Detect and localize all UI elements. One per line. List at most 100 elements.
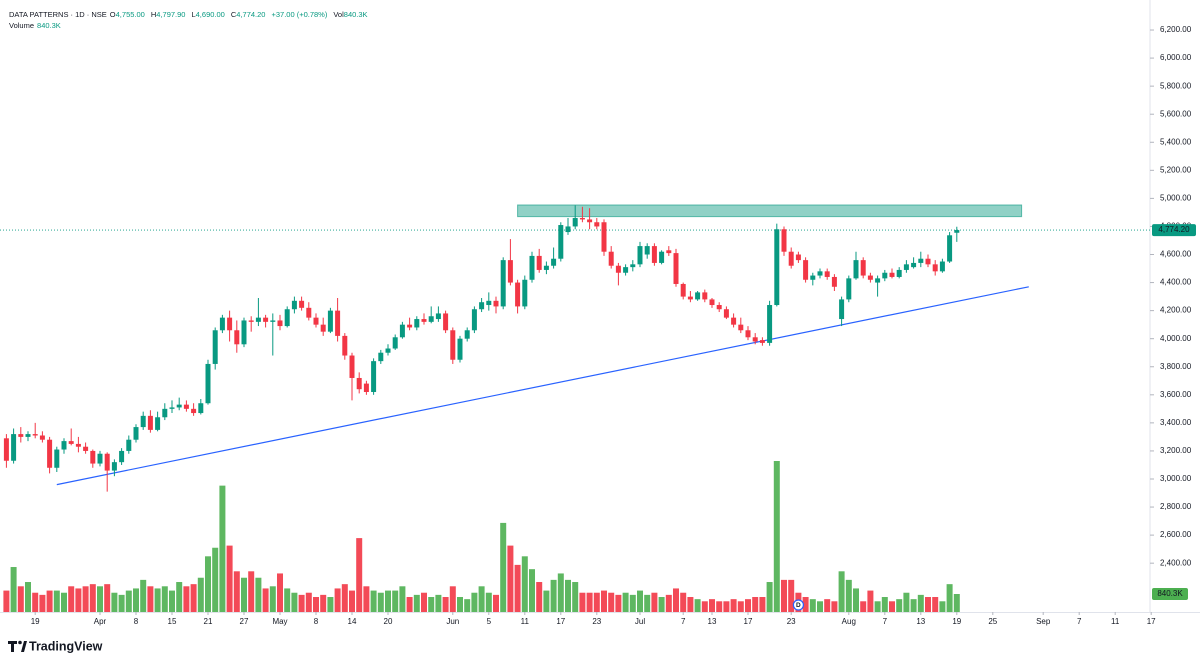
header-item: H4,797.90	[151, 10, 189, 19]
volume-bar	[154, 588, 161, 612]
brand: TradingView	[29, 639, 103, 653]
candle-body	[882, 272, 888, 279]
volume-bar	[176, 582, 183, 612]
header-key: Vol	[333, 10, 344, 19]
y-tick-label: 3,800.00	[1160, 362, 1192, 371]
volume-bar	[629, 594, 636, 612]
candle-body	[399, 324, 405, 338]
volume-bar	[881, 597, 888, 612]
candle-body	[349, 355, 355, 378]
header-key: O	[109, 10, 116, 19]
volume-bars	[3, 461, 960, 612]
volume-bar	[709, 599, 715, 612]
volume-bar	[817, 601, 823, 612]
volume-bar	[442, 597, 449, 612]
candle-body	[90, 450, 96, 464]
candle-body	[493, 300, 499, 307]
header-value: 4,774.20	[236, 10, 266, 19]
volume-bar	[802, 597, 809, 612]
volume-bar	[507, 545, 514, 612]
volume-bar	[82, 586, 89, 612]
candle-body	[227, 317, 233, 331]
candle-body	[392, 337, 398, 349]
candle-body	[270, 320, 276, 322]
candle-body	[263, 317, 269, 322]
volume-bar	[853, 588, 859, 612]
volume-bar	[89, 584, 96, 612]
volume-bar	[601, 590, 607, 612]
volume-bar	[860, 601, 867, 612]
x-tick-label: 20	[384, 617, 393, 626]
y-tick-label: 5,600.00	[1160, 109, 1192, 118]
symbol-row: DATA PATTERNS · 1D · NSE O4,755.00 H4,797.…	[9, 9, 374, 20]
volume-bar	[39, 594, 46, 612]
candle-body	[558, 225, 564, 259]
volume-bar	[169, 590, 175, 612]
volume-bar	[586, 592, 593, 612]
legend-header: DATA PATTERNS · 1D · NSE O4,755.00 H4,797.…	[9, 9, 374, 31]
header-item: +37.00 (+0.78%)	[271, 10, 330, 19]
x-tick-label: Apr	[94, 617, 107, 626]
y-tick-label: 3,600.00	[1160, 390, 1192, 399]
volume-bar	[349, 590, 355, 612]
candle-body	[428, 316, 434, 322]
volume-bar	[298, 594, 305, 612]
candle-body	[795, 254, 801, 261]
candle-body	[284, 309, 290, 327]
last-volume-label: 840.3K	[1157, 589, 1183, 598]
candle-body	[522, 279, 528, 307]
volume-bar	[658, 597, 665, 612]
y-tick-label: 6,200.00	[1160, 25, 1192, 34]
x-tick-label: 19	[31, 617, 40, 626]
candle-body	[306, 307, 312, 318]
candle-body	[176, 404, 182, 408]
volume-bar	[665, 594, 672, 612]
volume-bar	[406, 597, 413, 612]
x-tick-label: 21	[204, 617, 213, 626]
candle-body	[623, 267, 629, 273]
volume-bar	[608, 592, 615, 612]
candle-body	[356, 377, 362, 390]
candle-body	[443, 313, 449, 331]
candle-body	[839, 299, 845, 320]
volume-bar	[327, 597, 334, 612]
candle-body	[954, 230, 960, 233]
volume-bar	[68, 586, 75, 612]
candle-body	[637, 246, 643, 265]
candle-body	[918, 258, 924, 263]
candle-body	[579, 218, 585, 220]
volume-bar	[140, 579, 147, 612]
candle-body	[565, 226, 571, 233]
volume-bar	[147, 586, 154, 612]
volume-bar	[61, 592, 67, 612]
x-tick-label: 23	[787, 617, 796, 626]
volume-bar	[493, 594, 499, 612]
volume-bar	[788, 579, 795, 612]
candle-body	[889, 272, 895, 277]
candle-body	[587, 219, 593, 223]
candle-body	[378, 352, 384, 362]
volume-bar	[500, 522, 507, 612]
x-tick-label: 7	[1077, 617, 1082, 626]
candle-body	[363, 383, 369, 393]
volume-bar	[435, 594, 442, 612]
candle-body	[83, 446, 89, 451]
volume-bar	[356, 538, 363, 612]
y-tick-label: 2,600.00	[1160, 530, 1192, 539]
volume-bar	[255, 577, 262, 612]
volume-bar	[478, 586, 485, 612]
candle-body	[219, 317, 225, 331]
candle-body	[255, 317, 261, 322]
candle-body	[695, 292, 701, 300]
candle-body	[241, 320, 247, 345]
volume-bar	[579, 592, 586, 612]
candle-body	[947, 235, 953, 262]
candle-body	[507, 260, 513, 283]
volume-bar	[745, 599, 751, 612]
x-tick-label: May	[272, 617, 287, 626]
header-key: C	[230, 10, 237, 19]
candle-body	[147, 415, 153, 430]
volume-bar	[723, 601, 730, 612]
volume-bar	[485, 592, 492, 612]
